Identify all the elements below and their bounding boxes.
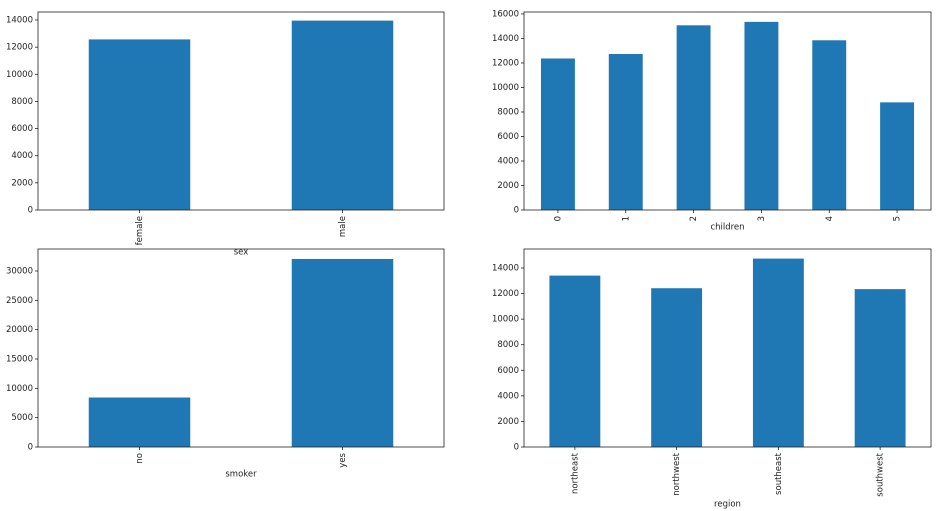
y-tick-label: 10000: [6, 384, 33, 394]
x-tick-label: 5: [893, 216, 903, 221]
y-tick-label: 15000: [6, 355, 33, 365]
y-tick-label: 4000: [497, 391, 519, 401]
x-tick-label: southwest: [876, 452, 886, 496]
x-tick-label: northeast: [570, 452, 580, 494]
bar: [291, 20, 394, 211]
y-tick-label: 0: [28, 206, 33, 216]
y-tick-label: 4000: [11, 151, 33, 161]
y-tick-label: 12000: [492, 58, 519, 68]
bar: [676, 25, 711, 211]
x-tick-label: male: [338, 216, 348, 237]
y-tick-label: 12000: [6, 43, 33, 53]
y-tick-label: 25000: [6, 296, 33, 306]
y-tick-label: 10000: [492, 83, 519, 93]
y-tick-label: 6000: [497, 132, 519, 142]
y-tick-label: 0: [514, 443, 519, 453]
bar: [608, 54, 643, 211]
x-axis-label: sex: [234, 248, 249, 258]
y-tick-label: 14000: [492, 263, 519, 273]
y-tick-label: 20000: [6, 325, 33, 335]
bar: [88, 397, 191, 447]
bar: [880, 102, 915, 210]
y-tick-label: 0: [28, 443, 33, 453]
axes-frame: [523, 248, 932, 448]
y-tick-label: 2000: [11, 178, 33, 188]
bar: [549, 275, 601, 447]
bar: [651, 288, 703, 447]
x-axis-label: children: [710, 223, 744, 233]
bar: [752, 258, 804, 447]
x-tick-label: no: [135, 453, 145, 464]
x-tick-label: 0: [553, 216, 563, 221]
bar: [88, 39, 191, 210]
y-tick-label: 10000: [492, 315, 519, 325]
x-tick-label: female: [135, 216, 145, 245]
y-tick-label: 14000: [492, 34, 519, 44]
x-tick-label: 3: [757, 216, 767, 221]
x-axis-label: smoker: [225, 470, 257, 480]
x-axis-label: region: [714, 500, 741, 510]
bar: [540, 58, 575, 211]
x-tick-label: 4: [825, 216, 835, 221]
x-tick-label: northwest: [672, 452, 682, 495]
y-tick-label: 16000: [492, 9, 519, 19]
x-tick-label: southeast: [774, 452, 784, 495]
y-tick-label: 2000: [497, 181, 519, 191]
y-tick-label: 10000: [6, 70, 33, 80]
bar: [812, 40, 847, 210]
y-tick-label: 12000: [492, 289, 519, 299]
bar: [744, 21, 779, 210]
y-tick-label: 8000: [497, 340, 519, 350]
y-tick-label: 8000: [497, 107, 519, 117]
axes-frame: [37, 248, 445, 448]
y-tick-label: 2000: [497, 417, 519, 427]
y-tick-label: 8000: [11, 97, 33, 107]
y-tick-label: 6000: [11, 124, 33, 134]
y-tick-label: 0: [514, 206, 519, 216]
axes-frame: [523, 11, 932, 211]
bar: [854, 289, 906, 447]
y-tick-label: 30000: [6, 267, 33, 277]
x-tick-label: 1: [621, 216, 631, 221]
y-tick-label: 6000: [497, 366, 519, 376]
x-tick-label: yes: [338, 452, 348, 467]
bar: [291, 258, 394, 447]
x-tick-label: 2: [689, 216, 699, 221]
y-tick-label: 5000: [11, 413, 33, 423]
y-tick-label: 4000: [497, 156, 519, 166]
axes-frame: [37, 11, 445, 211]
y-tick-label: 14000: [6, 16, 33, 26]
